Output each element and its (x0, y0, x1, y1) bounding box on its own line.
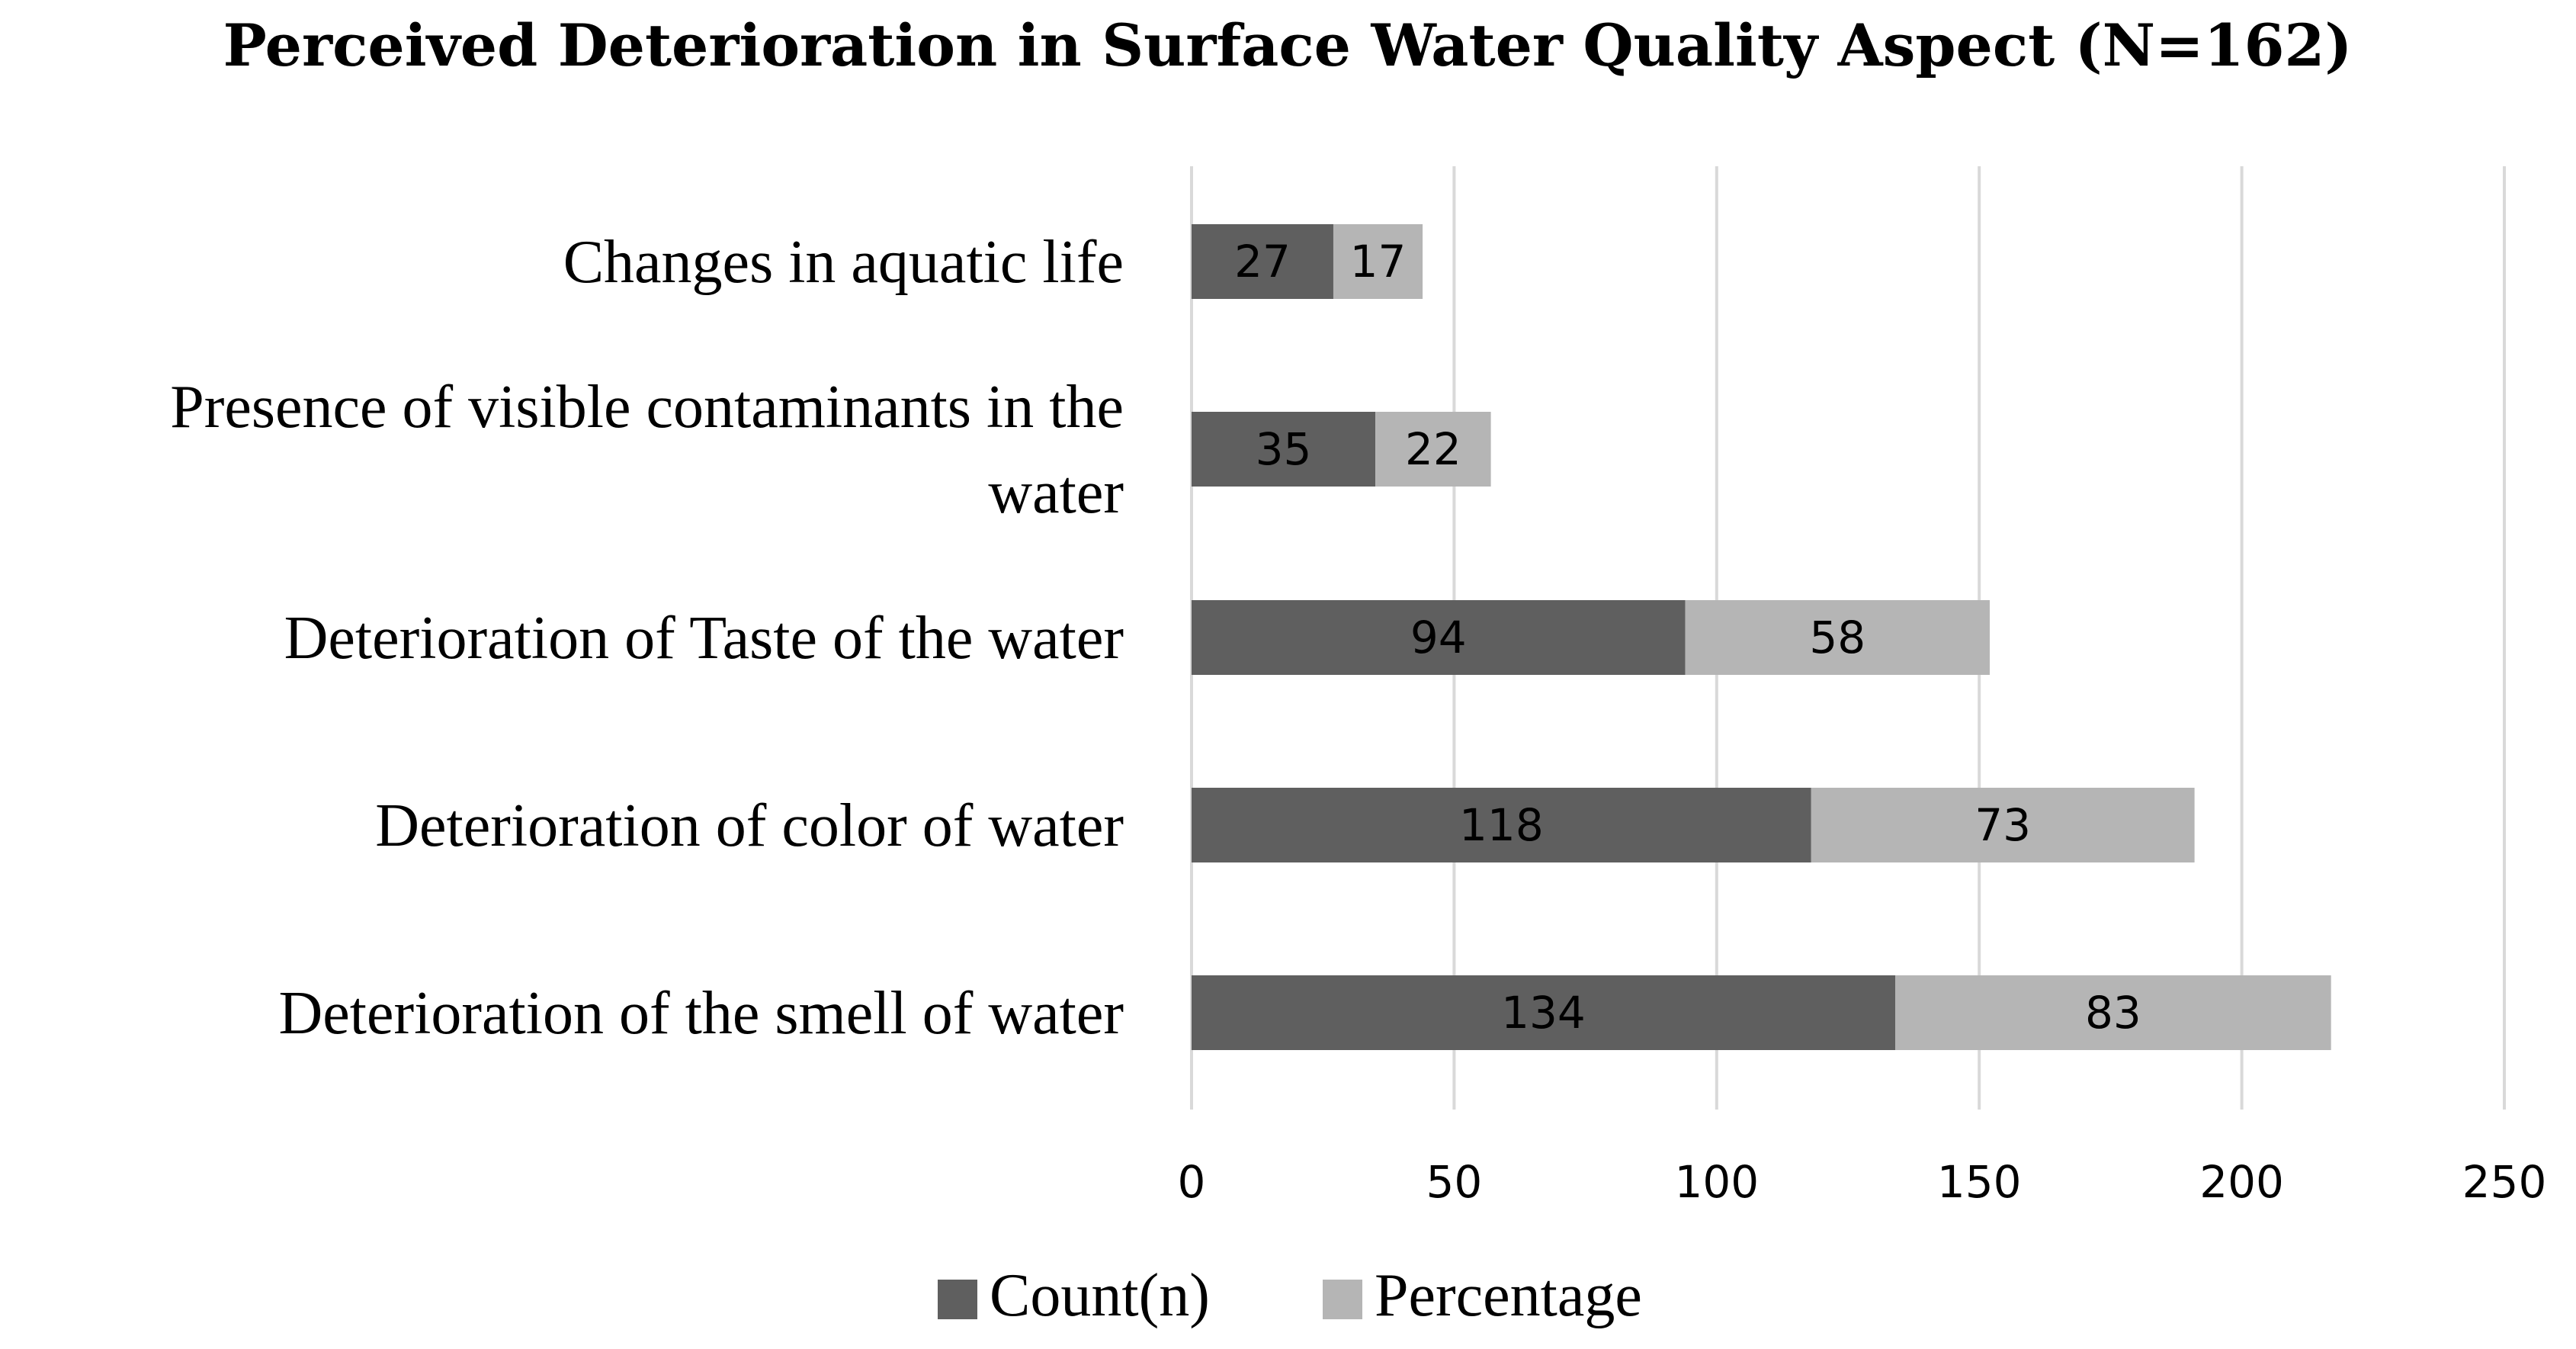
category-label: Changes in aquatic life (563, 229, 1124, 296)
x-tick-label: 150 (1937, 1156, 2022, 1208)
category-label: Deterioration of the smell of water (279, 980, 1124, 1047)
category-label: Deterioration of color of water (375, 792, 1124, 859)
bar-percentage (1811, 788, 2195, 862)
data-label: 118 (1459, 799, 1544, 851)
data-label: 134 (1501, 987, 1586, 1039)
data-labels: 27 17 35 22 94 58 118 73 134 83 (1234, 236, 2141, 1039)
bar-count (1192, 224, 1333, 299)
legend-swatch (938, 1280, 977, 1319)
legend-label: Percentage (1375, 1262, 1642, 1329)
data-label: 83 (2085, 987, 2141, 1039)
x-tick-label: 250 (2462, 1156, 2547, 1208)
bar-count (1192, 600, 1686, 675)
x-tick-label: 50 (1426, 1156, 1482, 1208)
bars (1192, 224, 2331, 1050)
data-label: 94 (1410, 612, 1467, 663)
data-label: 27 (1234, 236, 1291, 287)
x-tick-label: 0 (1178, 1156, 1206, 1208)
data-label: 73 (1975, 799, 2031, 851)
category-labels: Changes in aquatic life Presence of visib… (170, 229, 1124, 1047)
data-label: 35 (1256, 423, 1312, 475)
category-label: Deterioration of Taste of the water (284, 605, 1124, 672)
bar-count (1192, 788, 1811, 862)
bar-percentage (1894, 975, 2331, 1050)
legend-swatch (1323, 1280, 1362, 1319)
x-tick-label: 100 (1674, 1156, 1759, 1208)
data-label: 17 (1350, 236, 1407, 287)
category-label: Presence of visible contaminants in the (170, 374, 1124, 441)
data-label: 58 (1809, 612, 1865, 663)
bar-percentage (1375, 412, 1491, 487)
x-tick-label: 200 (2199, 1156, 2284, 1208)
bar-percentage (1685, 600, 1990, 675)
bar-count (1192, 975, 1895, 1050)
legend: Count(n) Percentage (938, 1262, 1642, 1329)
bar-count (1192, 412, 1376, 487)
x-axis-ticks: 0 50 100 150 200 250 (1178, 1156, 2547, 1208)
chart-title: Perceived Deterioration in Surface Water… (223, 11, 2353, 79)
category-label: water (988, 459, 1124, 526)
bar-percentage (1333, 224, 1423, 299)
legend-label: Count(n) (990, 1262, 1210, 1329)
data-label: 22 (1405, 423, 1461, 475)
